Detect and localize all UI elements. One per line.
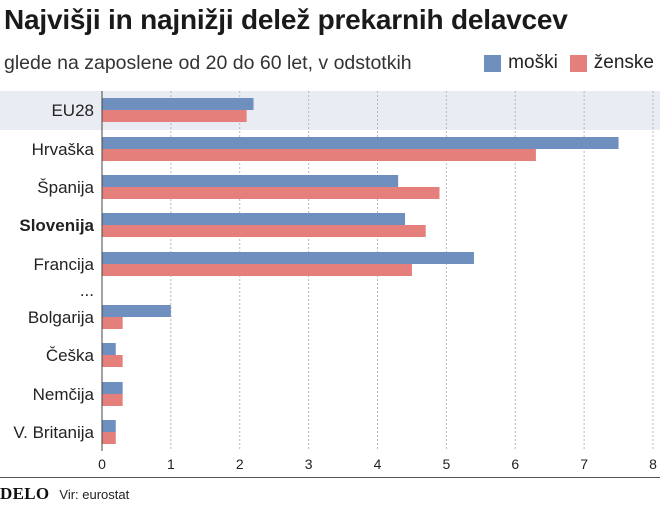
bar-moski-7 bbox=[102, 343, 116, 355]
highlight-band bbox=[0, 91, 660, 130]
bar-zenske-4 bbox=[102, 264, 412, 276]
bar-moski-0 bbox=[102, 98, 254, 110]
category-label-2: Španija bbox=[37, 178, 94, 197]
category-label-1: Hrvaška bbox=[32, 140, 95, 159]
legend-swatch-moski bbox=[484, 54, 502, 72]
bar-moski-3 bbox=[102, 213, 406, 225]
bar-zenske-7 bbox=[102, 355, 123, 367]
footer: DELO Vir: eurostat bbox=[0, 484, 129, 504]
category-label-6: Bolgarija bbox=[28, 308, 95, 327]
chart-subtitle: glede na zaposlene od 20 do 60 let, v od… bbox=[4, 52, 412, 74]
category-label-9: V. Britanija bbox=[13, 423, 94, 442]
delo-logo: DELO bbox=[0, 484, 50, 503]
legend-swatch-zenske bbox=[569, 54, 587, 72]
category-label-7: Češka bbox=[46, 346, 95, 365]
legend-label-zenske: ženske bbox=[593, 52, 654, 73]
bar-moski-4 bbox=[102, 252, 474, 264]
bar-moski-8 bbox=[102, 382, 123, 394]
x-tick-label-0: 0 bbox=[98, 456, 106, 472]
bar-zenske-9 bbox=[102, 432, 116, 444]
category-label-3: Slovenija bbox=[19, 216, 94, 235]
bar-moski-2 bbox=[102, 175, 399, 187]
bar-zenske-6 bbox=[102, 317, 123, 329]
bar-chart: EU28 Hrvaška Španija Slovenija Francija... Bo… bbox=[0, 91, 660, 472]
x-tick-label-7: 7 bbox=[580, 456, 588, 472]
category-label-4: Francija bbox=[34, 255, 95, 274]
bar-zenske-3 bbox=[102, 225, 426, 237]
legend-item-zenske: ženske bbox=[569, 52, 654, 74]
x-tick-label-3: 3 bbox=[305, 456, 313, 472]
legend-label-moski: moški bbox=[508, 52, 558, 73]
x-tick-label-2: 2 bbox=[236, 456, 244, 472]
bar-zenske-1 bbox=[102, 149, 536, 161]
bar-zenske-8 bbox=[102, 394, 123, 406]
category-label-5: ... bbox=[80, 281, 94, 300]
bar-moski-9 bbox=[102, 420, 116, 432]
chart-title: Najvišji in najnižji delež prekarnih del… bbox=[4, 4, 568, 35]
bar-moski-6 bbox=[102, 305, 171, 317]
bar-zenske-2 bbox=[102, 187, 440, 199]
legend-item-moski: moški bbox=[484, 52, 558, 74]
source-note: Vir: eurostat bbox=[59, 487, 130, 502]
category-label-8: Nemčija bbox=[33, 385, 95, 404]
x-tick-label-5: 5 bbox=[442, 456, 450, 472]
x-tick-label-6: 6 bbox=[511, 456, 519, 472]
legend: moški ženske bbox=[484, 52, 654, 74]
x-tick-label-4: 4 bbox=[374, 456, 382, 472]
bar-zenske-0 bbox=[102, 110, 247, 122]
x-tick-label-8: 8 bbox=[649, 456, 657, 472]
x-tick-label-1: 1 bbox=[167, 456, 175, 472]
footer-divider bbox=[0, 477, 660, 478]
bar-moski-1 bbox=[102, 137, 619, 149]
category-label-0: EU28 bbox=[51, 101, 94, 120]
